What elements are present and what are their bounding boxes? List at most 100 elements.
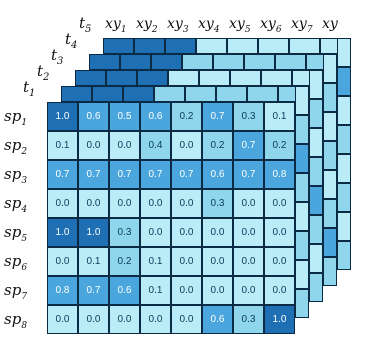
- layer-3-top-cell: [120, 54, 151, 70]
- label-subscript: 6: [275, 24, 282, 35]
- label-subscript: 5: [21, 234, 28, 244]
- layer-4-top-cell: [289, 38, 320, 54]
- matrix-cell: 0.0: [140, 218, 171, 247]
- matrix-cell: 0.0: [171, 189, 202, 218]
- layer-2-side-cell: [309, 70, 323, 99]
- label-base: sp: [4, 194, 22, 212]
- layer-2-top-cell: [199, 70, 230, 86]
- matrix-cell: 0.1: [140, 247, 171, 276]
- matrix-cell: 0.0: [109, 131, 140, 160]
- label-subscript: 6: [21, 263, 28, 273]
- matrix-cell: 0.0: [47, 247, 78, 276]
- label-base: sp: [4, 165, 22, 183]
- column-header: xy1: [105, 16, 127, 35]
- matrix-cell: 0.7: [78, 160, 109, 189]
- label-subscript: 8: [21, 321, 28, 331]
- column-header: xy4: [198, 16, 220, 35]
- layer-label-t3: t3: [51, 46, 63, 67]
- layer-2-top-cell: [168, 70, 199, 86]
- matrix-cell: 0.1: [264, 102, 295, 131]
- matrix-cell: 0.3: [233, 305, 264, 334]
- row-header: sp4: [4, 194, 27, 215]
- matrix-cell: 0.7: [47, 160, 78, 189]
- label-subscript: 3: [182, 24, 189, 35]
- matrix-cell: 0.8: [47, 276, 78, 305]
- label-subscript: 3: [57, 56, 64, 67]
- row-header: sp3: [4, 165, 27, 186]
- matrix-cell: 0.0: [109, 305, 140, 334]
- layer-4-top-cell: [165, 38, 196, 54]
- layer-1-side-cell: [295, 289, 309, 318]
- layer-2-side-cell: [309, 128, 323, 157]
- label-base: xy: [167, 16, 183, 32]
- layer-2-top-cell: [261, 70, 292, 86]
- label-base: xy: [136, 16, 152, 32]
- layer-3-side-cell: [323, 141, 337, 170]
- matrix-cell: 0.0: [140, 305, 171, 334]
- label-base: xy: [322, 16, 338, 32]
- layer-2-side-cell: [309, 99, 323, 128]
- label-base: t: [23, 78, 30, 96]
- layer-1-side-cell: [295, 173, 309, 202]
- column-header: xy6: [260, 16, 282, 35]
- label-base: t: [51, 46, 58, 64]
- label-subscript: 1: [120, 24, 127, 35]
- matrix-cell: 0.1: [47, 131, 78, 160]
- label-base: xy: [229, 16, 245, 32]
- layer-3-side-cell: [323, 83, 337, 112]
- layer-3-top-cell: [213, 54, 244, 70]
- matrix-cell: 0.6: [202, 305, 233, 334]
- matrix-cell: 0.3: [233, 102, 264, 131]
- matrix-cell: 0.0: [171, 131, 202, 160]
- label-base: sp: [4, 252, 22, 270]
- matrix-cell: 0.0: [233, 247, 264, 276]
- matrix-cell: 0.7: [233, 131, 264, 160]
- matrix-cell: 0.0: [233, 218, 264, 247]
- label-base: xy: [260, 16, 276, 32]
- layer-1-side-cell: [295, 86, 309, 115]
- column-header: xy7: [291, 16, 313, 35]
- row-header: sp8: [4, 310, 27, 331]
- layer-3-side-cell: [323, 228, 337, 257]
- layer-1-top-cell: [61, 86, 92, 102]
- layer-1-top-cell: [92, 86, 123, 102]
- matrix-cell: 0.0: [171, 218, 202, 247]
- layer-1-side-cell: [295, 115, 309, 144]
- matrix-cell: 0.1: [140, 276, 171, 305]
- row-header: sp1: [4, 107, 27, 128]
- layer-label-t4: t4: [65, 30, 77, 51]
- label-subscript: 2: [151, 24, 158, 35]
- label-base: xy: [291, 16, 307, 32]
- matrix-cell: 0.6: [140, 102, 171, 131]
- label-subscript: 2: [43, 72, 50, 83]
- layer-4-side-cell: [337, 67, 351, 96]
- layer-4-top-cell: [134, 38, 165, 54]
- layer-3-side-cell: [323, 112, 337, 141]
- layer-3-top-cell: [182, 54, 213, 70]
- layer-1-top-cell: [123, 86, 154, 102]
- layer-label-t1: t1: [23, 78, 35, 99]
- matrix-cell: 0.0: [202, 276, 233, 305]
- label-base: sp: [4, 107, 22, 125]
- matrix-cell: 0.0: [264, 276, 295, 305]
- layer-4-side-cell: [337, 183, 351, 212]
- matrix-cell: 0.0: [202, 218, 233, 247]
- matrix-cell: 0.0: [171, 247, 202, 276]
- label-subscript: 7: [306, 24, 313, 35]
- layer-4-top-cell: [227, 38, 258, 54]
- layer-2-top-cell: [106, 70, 137, 86]
- matrix-cell: 0.8: [264, 160, 295, 189]
- matrix-cell: 0.0: [202, 247, 233, 276]
- matrix-cell: 0.0: [140, 189, 171, 218]
- label-subscript: 4: [213, 24, 220, 35]
- layer-2-side-cell: [309, 186, 323, 215]
- layer-2-side-cell: [309, 244, 323, 273]
- matrix-cell: 0.0: [109, 189, 140, 218]
- matrix-cell: 0.5: [109, 102, 140, 131]
- layer-4-side-cell: [337, 38, 351, 67]
- layer-1-side-cell: [295, 144, 309, 173]
- layer-2-side-cell: [309, 273, 323, 302]
- matrix-cell: 0.3: [202, 189, 233, 218]
- matrix-cell: 0.2: [109, 247, 140, 276]
